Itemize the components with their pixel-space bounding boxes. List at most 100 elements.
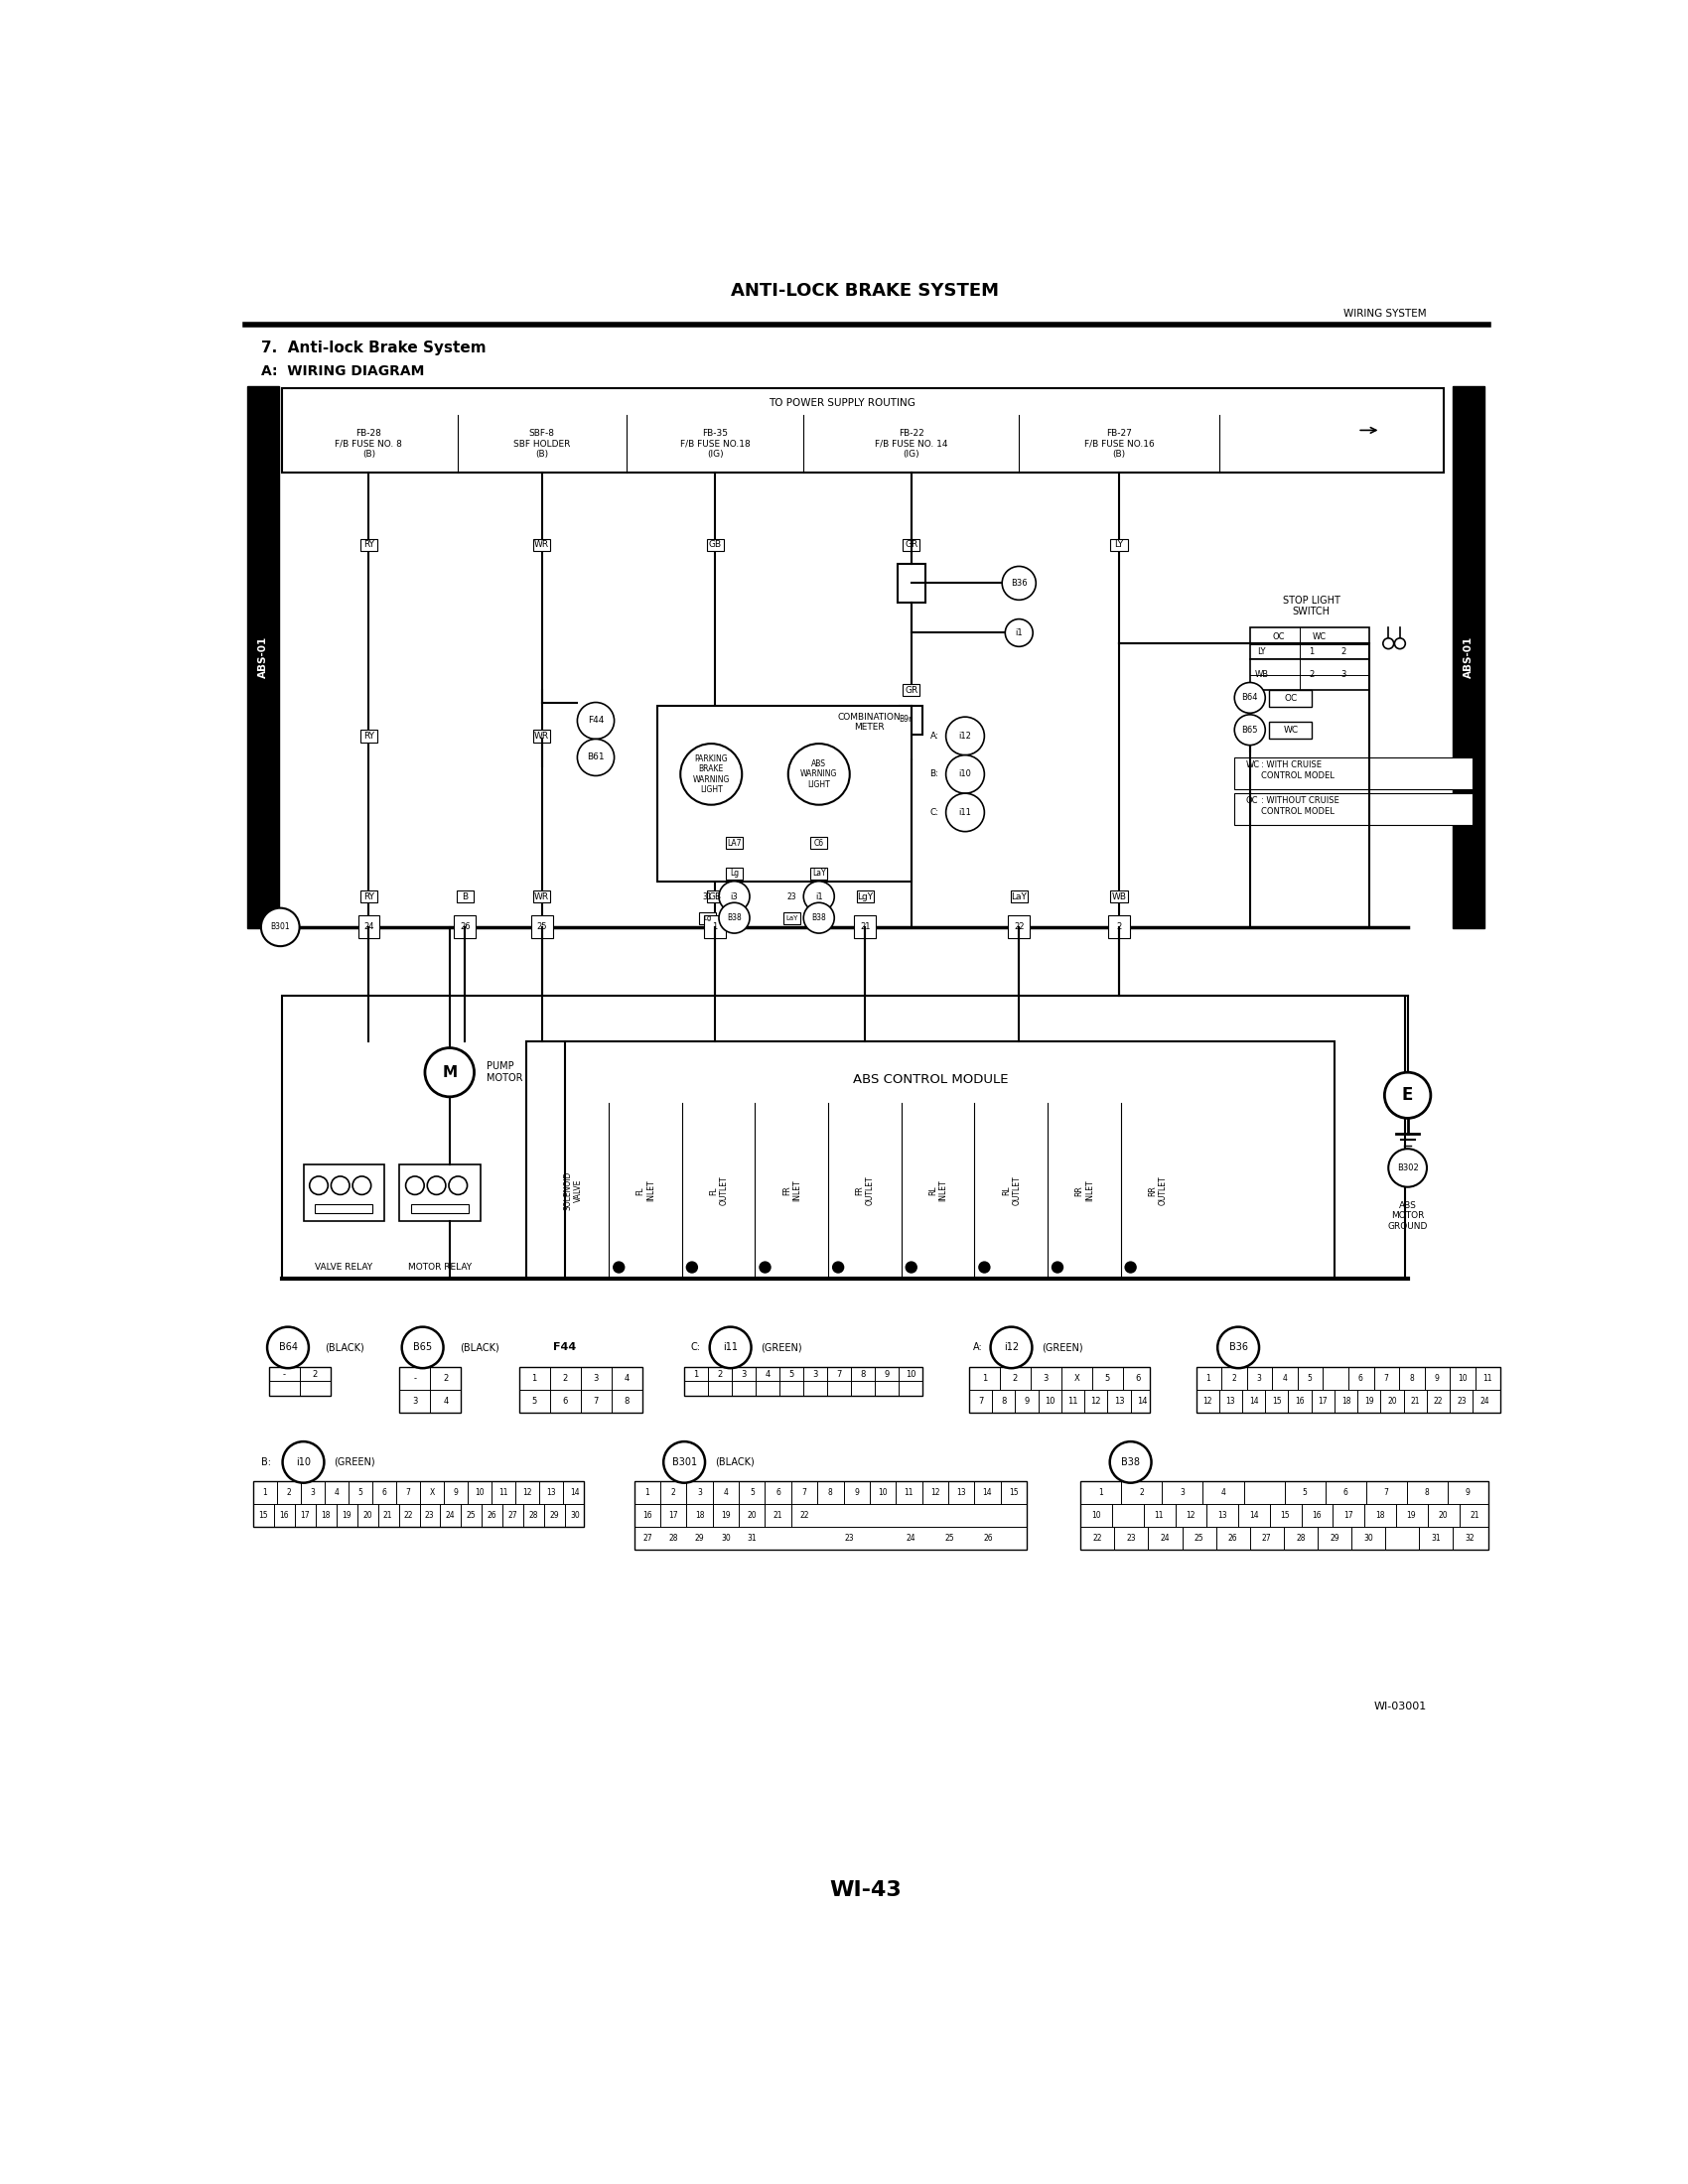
Bar [726,867,743,880]
Circle shape [331,1177,349,1195]
Circle shape [991,1328,1031,1367]
Text: 3: 3 [592,1374,599,1382]
Text: 20: 20 [748,1511,756,1520]
Bar [533,539,550,550]
Text: 27: 27 [508,1511,518,1520]
Text: 19: 19 [341,1511,351,1520]
Text: B65: B65 [1242,725,1258,734]
Text: 23: 23 [846,1533,854,1544]
Circle shape [945,793,984,832]
Text: 16: 16 [1312,1511,1322,1520]
Text: 2: 2 [562,1374,567,1382]
Bar [1234,793,1474,826]
Text: TO POWER SUPPLY ROUTING: TO POWER SUPPLY ROUTING [768,397,915,408]
Text: 1: 1 [645,1487,650,1498]
Text: 5: 5 [1106,1374,1111,1382]
Text: OC: OC [1285,695,1296,703]
Text: WB: WB [1254,670,1268,679]
Text: LY: LY [1114,539,1124,550]
Text: 4: 4 [334,1487,339,1498]
Text: WI-03001: WI-03001 [1374,1701,1426,1712]
Text: SOLENOID
VALVE: SOLENOID VALVE [564,1171,582,1210]
Text: B:: B: [262,1457,272,1468]
Bar [1234,758,1474,788]
Circle shape [788,743,849,806]
Text: WC: WC [1246,760,1259,769]
Text: 5: 5 [1301,1487,1307,1498]
Text: 10: 10 [878,1487,888,1498]
Bar [358,915,380,939]
Text: 27: 27 [643,1533,652,1544]
Text: LaY: LaY [1011,891,1026,902]
Text: i12: i12 [959,732,972,740]
Text: 21: 21 [1470,1511,1479,1520]
Text: 8: 8 [1425,1487,1430,1498]
Text: CONTROL MODEL: CONTROL MODEL [1261,771,1335,780]
Text: FL
INLET: FL INLET [636,1179,655,1201]
Bar [1111,539,1128,550]
Circle shape [680,743,743,806]
Text: 26: 26 [984,1533,993,1544]
Text: LA7: LA7 [728,839,741,847]
Text: 19: 19 [1406,1511,1416,1520]
Text: 4: 4 [765,1369,770,1378]
Text: 13: 13 [1114,1396,1124,1406]
Circle shape [1394,638,1406,649]
Text: 18: 18 [321,1511,331,1520]
Text: 31: 31 [1431,1533,1442,1544]
Text: 31: 31 [702,891,712,902]
Text: 15: 15 [1273,1396,1281,1406]
Text: 15: 15 [1009,1487,1018,1498]
Circle shape [353,1177,371,1195]
Text: FL
OUTLET: FL OUTLET [709,1177,729,1206]
Text: 28: 28 [528,1511,538,1520]
Text: B9r: B9r [898,714,912,723]
Text: WR: WR [535,539,549,550]
Text: SBF-8
SBF HOLDER
(B): SBF-8 SBF HOLDER (B) [513,430,571,459]
Text: 4: 4 [1283,1374,1286,1382]
Text: 7: 7 [836,1369,842,1378]
Bar [412,1203,469,1212]
Text: 17: 17 [1318,1396,1328,1406]
Text: 5: 5 [1308,1374,1312,1382]
Bar [783,913,800,924]
Text: 3: 3 [311,1487,316,1498]
Bar [454,915,476,939]
Text: 29: 29 [1330,1533,1339,1544]
Circle shape [1234,681,1266,714]
Text: ABS CONTROL MODULE: ABS CONTROL MODULE [852,1075,1008,1085]
Text: F44: F44 [554,1343,577,1352]
Text: LaY: LaY [787,915,798,922]
Text: 27: 27 [1263,1533,1271,1544]
Text: 3: 3 [1256,1374,1261,1382]
Text: B61: B61 [587,753,604,762]
Text: 8: 8 [1001,1396,1006,1406]
Circle shape [1234,714,1266,745]
Circle shape [613,1260,625,1273]
Text: 1: 1 [712,922,717,933]
Text: VALVE RELAY: VALVE RELAY [314,1262,373,1271]
Text: PARKING
BRAKE
WARNING
LIGHT: PARKING BRAKE WARNING LIGHT [692,753,729,795]
Circle shape [1124,1260,1136,1273]
Text: (GREEN): (GREEN) [334,1457,375,1468]
Bar [518,1367,641,1413]
Circle shape [262,909,299,946]
Text: 2: 2 [1013,1374,1018,1382]
Bar [1249,660,1369,690]
Text: WC: WC [1283,725,1298,734]
Text: LaY: LaY [812,869,825,878]
Text: 3: 3 [412,1396,417,1406]
Bar [268,1367,331,1396]
Circle shape [803,902,834,933]
Text: 10: 10 [1090,1511,1101,1520]
Text: 20: 20 [1438,1511,1448,1520]
Bar [726,836,743,850]
Bar [282,996,1406,1280]
Text: C:: C: [930,808,939,817]
Text: 21: 21 [1411,1396,1420,1406]
Text: 6: 6 [776,1487,780,1498]
Text: 5: 5 [749,1487,755,1498]
Text: 2: 2 [442,1374,449,1382]
Text: B38: B38 [1121,1457,1139,1468]
Circle shape [832,1260,844,1273]
